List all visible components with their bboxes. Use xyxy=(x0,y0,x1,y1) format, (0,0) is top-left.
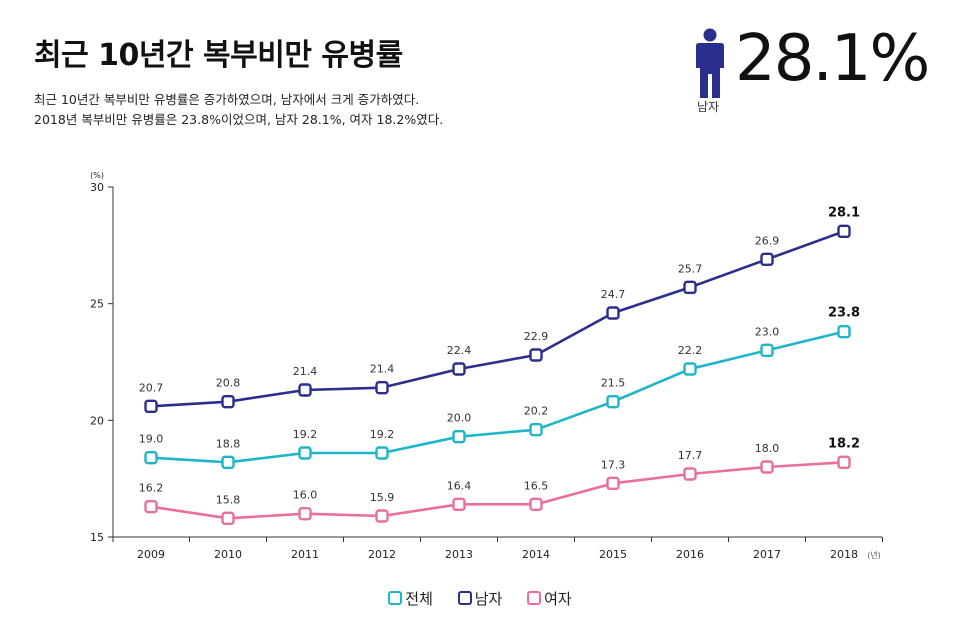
data-point xyxy=(298,446,312,460)
data-point xyxy=(221,394,235,409)
y-tick-label: 25 xyxy=(90,298,104,311)
data-label: 23.0 xyxy=(755,325,780,338)
data-label: 20.7 xyxy=(139,381,164,394)
legend-label-female: 여자 xyxy=(544,590,572,608)
legend-item-total: 전체 xyxy=(388,588,433,609)
data-label: 15.8 xyxy=(216,493,241,506)
data-label: 22.2 xyxy=(678,344,703,357)
data-label: 17.7 xyxy=(678,449,703,462)
data-point xyxy=(760,252,774,267)
data-label: 17.3 xyxy=(601,458,626,471)
data-label: 21.4 xyxy=(370,363,395,376)
data-label: 21.4 xyxy=(293,365,318,378)
description-line-2: 2018년 복부비만 유병률은 23.8%이었으며, 남자 28.1%, 여자 … xyxy=(34,112,444,127)
series-line-남자 xyxy=(150,230,845,408)
data-point xyxy=(837,224,851,239)
data-point xyxy=(144,499,158,514)
y-tick-label: 20 xyxy=(90,414,104,427)
data-label: 18.8 xyxy=(216,437,241,450)
x-tick-label: 2016 xyxy=(676,548,704,561)
x-tick-label: 2009 xyxy=(137,548,165,561)
x-tick-label: 2014 xyxy=(522,548,550,561)
data-label: 15.9 xyxy=(370,491,395,504)
x-tick-label: 2012 xyxy=(368,548,396,561)
highlight-value: 28.1% xyxy=(735,22,930,96)
data-label: 19.0 xyxy=(139,433,164,446)
data-label: 22.4 xyxy=(447,344,472,357)
chart-legend: 전체 남자 여자 xyxy=(0,588,960,609)
legend-item-female: 여자 xyxy=(527,588,572,609)
description-line-1: 최근 10년간 복부비만 유병률은 증가하였으며, 남자에서 크게 증가하였다. xyxy=(34,92,420,107)
highlight-label: 남자 xyxy=(697,100,720,114)
data-point xyxy=(683,467,697,481)
x-tick-label: 2015 xyxy=(599,548,627,561)
data-label: 23.8 xyxy=(828,306,860,321)
data-label: 16.5 xyxy=(524,479,549,492)
description: 최근 10년간 복부비만 유병률은 증가하였으며, 남자에서 크게 증가하였다.… xyxy=(34,90,443,130)
data-label: 19.2 xyxy=(293,428,318,441)
y-tick-label: 15 xyxy=(90,531,104,544)
data-point xyxy=(375,446,389,460)
data-point xyxy=(529,422,543,437)
legend-item-male: 남자 xyxy=(457,588,503,609)
x-tick-label: 2010 xyxy=(214,548,242,561)
data-point xyxy=(375,509,389,523)
data-label: 28.1 xyxy=(828,205,860,220)
page-title: 최근 10년간 복부비만 유병률 xyxy=(34,38,403,73)
legend-swatch-total xyxy=(388,591,403,605)
data-point xyxy=(606,306,620,320)
data-point xyxy=(683,280,697,295)
data-point xyxy=(452,362,466,376)
data-point xyxy=(760,460,774,474)
x-tick-label: 2018 xyxy=(830,548,858,561)
data-label: 22.9 xyxy=(524,330,549,343)
data-point xyxy=(221,455,235,470)
data-label: 16.4 xyxy=(447,479,472,492)
data-point xyxy=(221,511,235,526)
data-label: 26.9 xyxy=(755,234,780,247)
y-tick-label: 30 xyxy=(90,181,104,194)
data-point xyxy=(144,399,158,414)
data-label: 20.2 xyxy=(524,405,549,418)
legend-swatch-female xyxy=(527,591,542,605)
person-icon xyxy=(696,28,724,98)
data-point xyxy=(529,497,543,512)
data-label: 18.0 xyxy=(755,442,780,455)
data-point xyxy=(375,380,389,395)
data-point xyxy=(683,362,697,376)
data-label: 21.5 xyxy=(601,377,626,390)
highlight-stat: 남자 28.1% xyxy=(693,22,943,121)
data-point xyxy=(837,324,851,339)
data-point xyxy=(298,506,312,521)
data-point xyxy=(452,429,466,444)
data-point xyxy=(760,343,774,358)
data-point xyxy=(606,476,620,491)
x-tick-label: 2017 xyxy=(753,548,781,561)
data-label: 19.2 xyxy=(370,428,395,441)
data-label: 18.2 xyxy=(828,436,860,451)
data-point xyxy=(298,383,312,397)
data-label: 20.8 xyxy=(216,377,241,390)
x-tick-label: 2011 xyxy=(291,548,319,561)
legend-label-male: 남자 xyxy=(474,590,503,608)
data-point xyxy=(529,348,543,362)
data-point xyxy=(144,450,158,465)
data-label: 16.2 xyxy=(139,482,164,495)
data-point xyxy=(452,497,466,512)
data-point xyxy=(606,394,620,409)
legend-label-total: 전체 xyxy=(405,590,433,608)
data-point xyxy=(837,455,851,470)
series-line-여자 xyxy=(150,461,845,520)
x-axis-unit: (년) xyxy=(867,550,881,560)
data-label: 20.0 xyxy=(447,412,472,425)
y-axis-unit: (%) xyxy=(90,171,104,180)
legend-swatch-male xyxy=(457,591,472,605)
data-label: 16.0 xyxy=(293,489,318,502)
data-label: 25.7 xyxy=(678,262,703,275)
data-label: 24.7 xyxy=(601,288,626,301)
x-tick-label: 2013 xyxy=(445,548,473,561)
series-line-전체 xyxy=(150,330,845,464)
